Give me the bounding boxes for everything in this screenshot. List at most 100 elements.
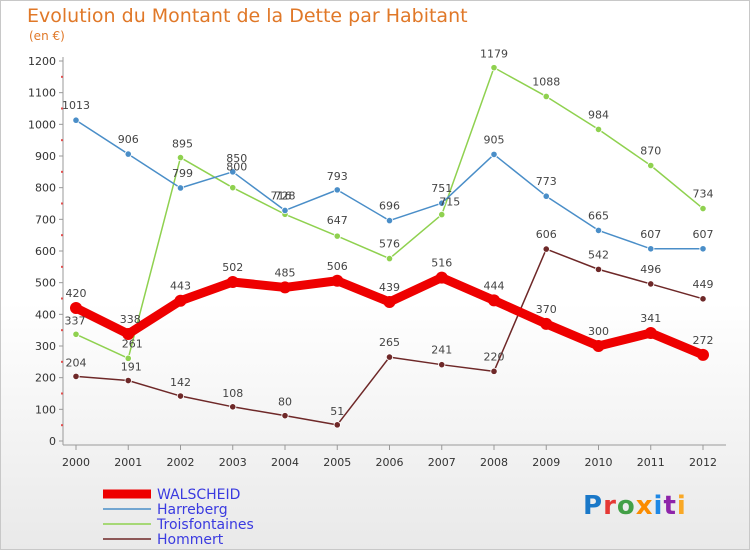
y-minor-tick — [61, 202, 63, 205]
x-tick-label: 2005 — [323, 456, 351, 469]
x-tick-label: 2011 — [637, 456, 665, 469]
data-point-harreberg — [699, 245, 707, 253]
y-tick-label: 1200 — [28, 55, 56, 68]
y-minor-tick — [61, 234, 63, 237]
x-tick-label: 2001 — [114, 456, 142, 469]
data-point-harreberg — [490, 150, 498, 159]
x-tick-label: 2000 — [62, 456, 90, 469]
data-label-troisfontaines: 647 — [327, 214, 348, 227]
data-point-walscheid — [279, 281, 291, 294]
data-point-hommert — [385, 353, 394, 361]
data-point-harreberg — [542, 192, 550, 200]
data-point-hommert — [490, 367, 498, 375]
data-label-walscheid: 341 — [640, 312, 661, 325]
data-label-hommert: 241 — [431, 344, 452, 357]
data-point-harreberg — [647, 245, 655, 253]
x-tick-label: 2008 — [480, 456, 508, 469]
chart-unit: (en €) — [29, 29, 65, 43]
data-label-walscheid: 516 — [431, 257, 452, 270]
data-label-harreberg: 665 — [588, 209, 609, 222]
data-point-troisfontaines — [647, 161, 655, 170]
data-label-troisfontaines: 1088 — [532, 75, 560, 88]
y-minor-tick — [61, 392, 63, 395]
data-label-hommert: 142 — [170, 376, 191, 389]
data-point-harreberg — [438, 199, 446, 207]
data-label-troisfontaines: 261 — [122, 337, 143, 350]
data-label-troisfontaines: 984 — [588, 108, 609, 121]
y-tick-label: 100 — [35, 403, 56, 416]
data-point-harreberg — [176, 184, 185, 192]
y-minor-tick — [61, 329, 63, 332]
data-point-troisfontaines — [176, 153, 185, 162]
data-label-harreberg: 799 — [172, 167, 193, 180]
x-tick-label: 2007 — [428, 456, 456, 469]
y-minor-tick — [61, 297, 63, 300]
x-tick-label: 2010 — [585, 456, 613, 469]
legend-label: Hommert — [157, 532, 224, 548]
data-point-walscheid — [592, 340, 605, 352]
data-label-troisfontaines: 576 — [379, 238, 400, 251]
y-minor-tick — [61, 139, 63, 142]
data-point-hommert — [72, 372, 80, 380]
data-point-troisfontaines — [72, 330, 80, 338]
y-tick-label: 1000 — [28, 118, 56, 131]
data-label-walscheid: 338 — [120, 313, 141, 326]
data-label-troisfontaines: 716 — [271, 189, 292, 202]
y-tick-label: 400 — [35, 308, 56, 321]
data-label-harreberg: 696 — [379, 200, 400, 213]
y-minor-tick — [61, 360, 63, 363]
data-label-walscheid: 300 — [588, 325, 609, 338]
data-label-harreberg: 905 — [484, 133, 505, 146]
data-point-walscheid — [644, 327, 657, 340]
data-point-walscheid — [540, 317, 553, 330]
data-label-harreberg: 906 — [118, 133, 139, 146]
data-label-hommert: 204 — [66, 356, 87, 369]
data-label-harreberg: 773 — [536, 175, 557, 188]
data-point-troisfontaines — [438, 210, 446, 219]
data-point-hommert — [176, 392, 185, 400]
chart-title: Evolution du Montant de la Dette par Hab… — [27, 5, 468, 27]
data-label-troisfontaines: 734 — [693, 188, 714, 201]
data-label-hommert: 51 — [330, 405, 344, 418]
data-label-troisfontaines: 870 — [640, 145, 661, 158]
y-minor-tick — [61, 424, 63, 427]
x-tick-label: 2006 — [376, 456, 404, 469]
data-label-troisfontaines: 337 — [65, 314, 86, 327]
data-point-troisfontaines — [490, 64, 498, 72]
y-tick-label: 300 — [35, 340, 56, 353]
data-point-hommert — [333, 421, 341, 429]
data-label-hommert: 542 — [588, 248, 609, 261]
data-label-walscheid: 502 — [222, 261, 243, 274]
data-point-hommert — [438, 361, 446, 369]
data-point-hommert — [281, 412, 289, 420]
data-label-harreberg: 1013 — [62, 99, 90, 112]
data-point-troisfontaines — [124, 354, 132, 362]
data-point-harreberg — [594, 226, 603, 235]
y-tick-label: 900 — [35, 150, 56, 163]
data-point-harreberg — [281, 206, 289, 215]
data-point-harreberg — [72, 116, 80, 124]
data-point-hommert — [647, 280, 655, 288]
data-label-hommert: 449 — [693, 278, 714, 291]
series-line-harreberg — [75, 119, 704, 250]
data-label-troisfontaines: 715 — [439, 196, 460, 209]
data-label-walscheid: 370 — [536, 303, 557, 316]
data-point-hommert — [542, 245, 550, 253]
y-tick-label: 200 — [35, 372, 56, 385]
data-label-hommert: 220 — [484, 350, 505, 363]
data-point-troisfontaines — [594, 125, 603, 133]
y-tick-label: 800 — [35, 182, 56, 195]
data-point-walscheid — [226, 276, 239, 289]
data-label-harreberg: 850 — [226, 152, 247, 165]
data-point-walscheid — [174, 294, 187, 307]
data-label-hommert: 108 — [222, 387, 243, 400]
proxiti-logo: Proxiti — [583, 491, 687, 521]
data-point-hommert — [124, 376, 132, 385]
y-minor-tick — [61, 170, 63, 173]
data-point-walscheid — [488, 294, 500, 307]
data-label-harreberg: 607 — [693, 228, 714, 241]
x-tick-label: 2003 — [219, 456, 247, 469]
y-tick-label: 600 — [35, 245, 56, 258]
x-tick-label: 2004 — [271, 456, 299, 469]
